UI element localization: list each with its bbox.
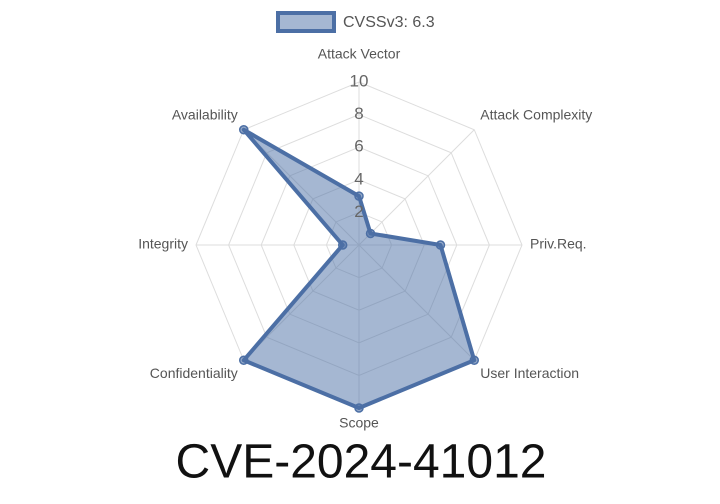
category-label: Attack Complexity [480, 106, 592, 122]
data-point [354, 403, 364, 413]
data-point [469, 355, 480, 366]
data-point [238, 355, 249, 366]
category-label: User Interaction [480, 365, 579, 381]
category-label: Scope [339, 415, 379, 431]
category-label: Integrity [138, 236, 188, 252]
r-tick-label: 10 [350, 71, 369, 90]
data-point [365, 228, 376, 239]
legend-swatch [276, 11, 336, 33]
chart-title: CVE-2024-41012 [176, 436, 547, 489]
r-tick-label: 6 [354, 137, 363, 156]
data-point [354, 191, 364, 201]
category-label: Confidentiality [150, 365, 238, 381]
grid-spoke [358, 129, 475, 246]
legend-label: CVSSv3: 6.3 [343, 14, 435, 31]
category-label: Priv.Req. [530, 236, 587, 252]
data-point [337, 240, 348, 250]
category-label: Availability [172, 106, 238, 122]
r-tick-label: 4 [354, 169, 363, 188]
r-tick-label: 8 [354, 104, 363, 123]
data-point [238, 124, 249, 135]
category-label: Attack Vector [318, 46, 401, 62]
r-tick-label: 2 [354, 202, 363, 221]
data-point [435, 240, 446, 250]
